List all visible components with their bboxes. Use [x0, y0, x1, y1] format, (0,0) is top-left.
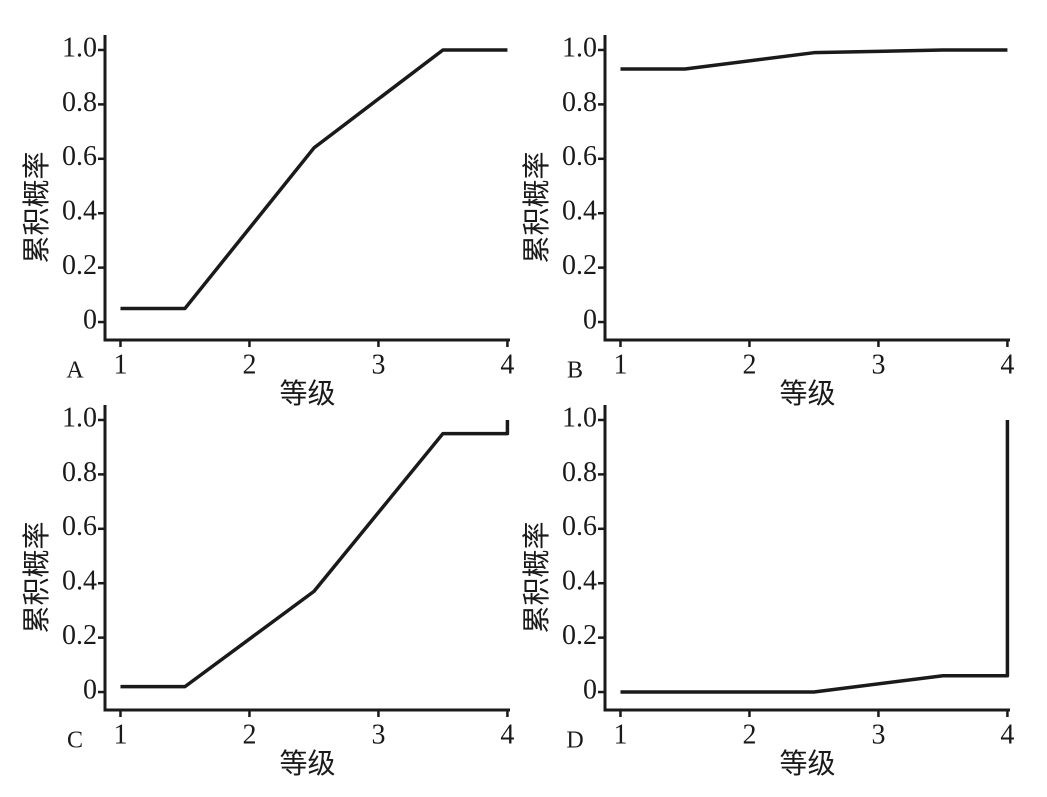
x-tick-label: 2: [242, 719, 256, 750]
x-axis-label: 等级: [779, 747, 835, 780]
y-tick-label: 0.4: [562, 566, 597, 597]
data-line: [620, 48, 1008, 71]
y-tick-label: 1.0: [62, 32, 97, 63]
x-axis-label: 等级: [779, 377, 835, 410]
y-tick-label: 0.2: [62, 250, 97, 281]
x-tick-label: 3: [871, 719, 885, 750]
x-tick-label: 4: [500, 719, 514, 750]
x-tick-label: 4: [1000, 719, 1014, 750]
y-tick-label: 0.2: [62, 620, 97, 651]
panel-label: B: [567, 358, 583, 384]
y-tick-label: 0.6: [562, 141, 597, 172]
x-tick-label: 4: [1000, 349, 1014, 380]
y-axis-label: 累积概率: [520, 151, 553, 263]
y-tick-label: 0.2: [562, 620, 597, 651]
y-tick-label: 0: [83, 674, 97, 705]
x-axis-label: 等级: [279, 747, 335, 780]
y-tick-label: 0: [583, 304, 597, 335]
x-tick-label: 1: [113, 349, 127, 380]
x-tick-label: 3: [371, 719, 385, 750]
data-line: [120, 48, 508, 311]
y-tick-label: 0.6: [62, 511, 97, 542]
y-tick-label: 0.4: [562, 196, 597, 227]
y-tick-label: 0: [83, 304, 97, 335]
panel-label: D: [566, 728, 583, 754]
y-tick-label: 0.8: [62, 87, 97, 118]
data-line: [620, 419, 1010, 694]
x-tick-label: 1: [613, 349, 627, 380]
y-tick-label: 0: [583, 674, 597, 705]
y-tick-label: 1.0: [562, 402, 597, 433]
x-tick-label: 2: [242, 349, 256, 380]
panel-label: C: [67, 728, 83, 754]
y-tick-label: 0.4: [62, 196, 97, 227]
y-tick-label: 0.8: [562, 457, 597, 488]
y-tick-label: 1.0: [62, 402, 97, 433]
y-tick-label: 0.8: [562, 87, 597, 118]
y-tick-label: 1.0: [562, 32, 597, 63]
x-tick-label: 4: [500, 349, 514, 380]
y-tick-label: 0.6: [62, 141, 97, 172]
y-axis-label: 累积概率: [520, 521, 553, 633]
y-tick-label: 0.2: [562, 250, 597, 281]
y-tick-label: 0.4: [62, 566, 97, 597]
y-tick-label: 0.8: [62, 457, 97, 488]
x-tick-label: 1: [113, 719, 127, 750]
y-axis-label: 累积概率: [20, 521, 53, 633]
x-tick-label: 2: [742, 349, 756, 380]
x-tick-label: 3: [371, 349, 385, 380]
data-line: [120, 419, 510, 689]
x-tick-label: 1: [613, 719, 627, 750]
x-tick-label: 2: [742, 719, 756, 750]
x-axis-label: 等级: [279, 377, 335, 410]
panel-label: A: [66, 358, 84, 384]
x-tick-label: 3: [871, 349, 885, 380]
y-tick-label: 0.6: [562, 511, 597, 542]
y-axis-label: 累积概率: [20, 151, 53, 263]
